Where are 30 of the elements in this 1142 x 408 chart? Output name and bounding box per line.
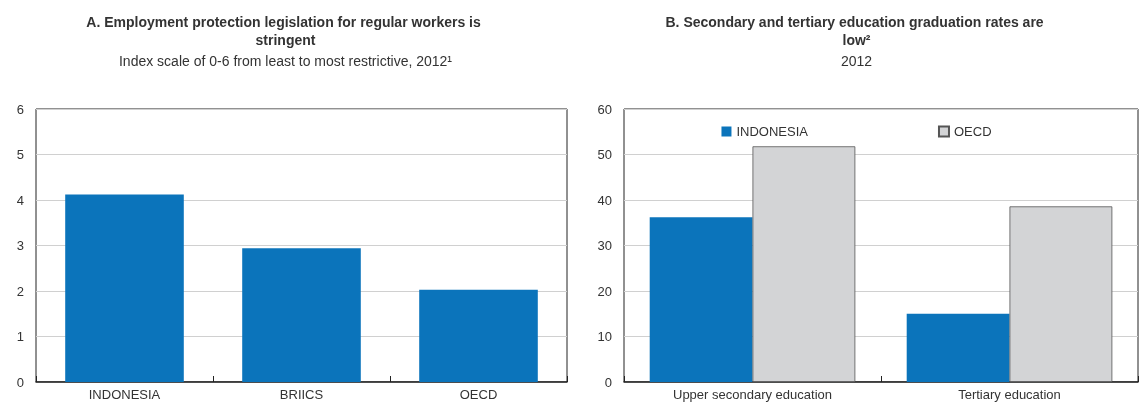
y-tick-label: 60: [597, 101, 612, 117]
x-tick-label: OECD: [459, 387, 498, 402]
bar: [906, 313, 1010, 382]
y-tick-label: 0: [16, 374, 24, 390]
y-tick-label: 40: [597, 192, 612, 208]
y-tick-label: 1: [16, 329, 24, 344]
chart-title: B. Secondary and tertiary education graduation rates are low²: [665, 14, 1048, 48]
y-tick-label: 5: [16, 147, 24, 162]
y-tick-label: 10: [597, 329, 612, 344]
y-tick-label: 30: [597, 238, 612, 253]
bar: [649, 217, 753, 382]
y-tick-label: 4: [16, 192, 24, 208]
y-tick-label: 3: [16, 238, 24, 253]
chart-subtitle: Index scale of 0-6 from least to most restrictive, 2012¹: [118, 53, 453, 69]
chart-subtitle: 2012: [840, 53, 873, 69]
y-tick-label: 20: [597, 283, 612, 299]
legend-label: OECD: [953, 124, 992, 139]
y-tick-label: 6: [16, 101, 24, 117]
chart-title: A. Employment protection legislation for regular workers is stringent: [86, 14, 485, 48]
y-tick-label: 0: [604, 374, 612, 390]
x-tick-label: Tertiary education: [958, 387, 1061, 402]
bar: [242, 248, 361, 382]
x-tick-label: INDONESIA: [88, 387, 161, 402]
y-tick-label: 50: [597, 147, 612, 162]
x-tick-label: Upper secondary education: [673, 387, 832, 402]
y-tick-label: 2: [16, 283, 24, 299]
bar: [65, 194, 184, 382]
legend-label: INDONESIA: [736, 124, 809, 139]
bar: [419, 289, 538, 382]
x-tick-label: BRIICS: [279, 387, 324, 402]
